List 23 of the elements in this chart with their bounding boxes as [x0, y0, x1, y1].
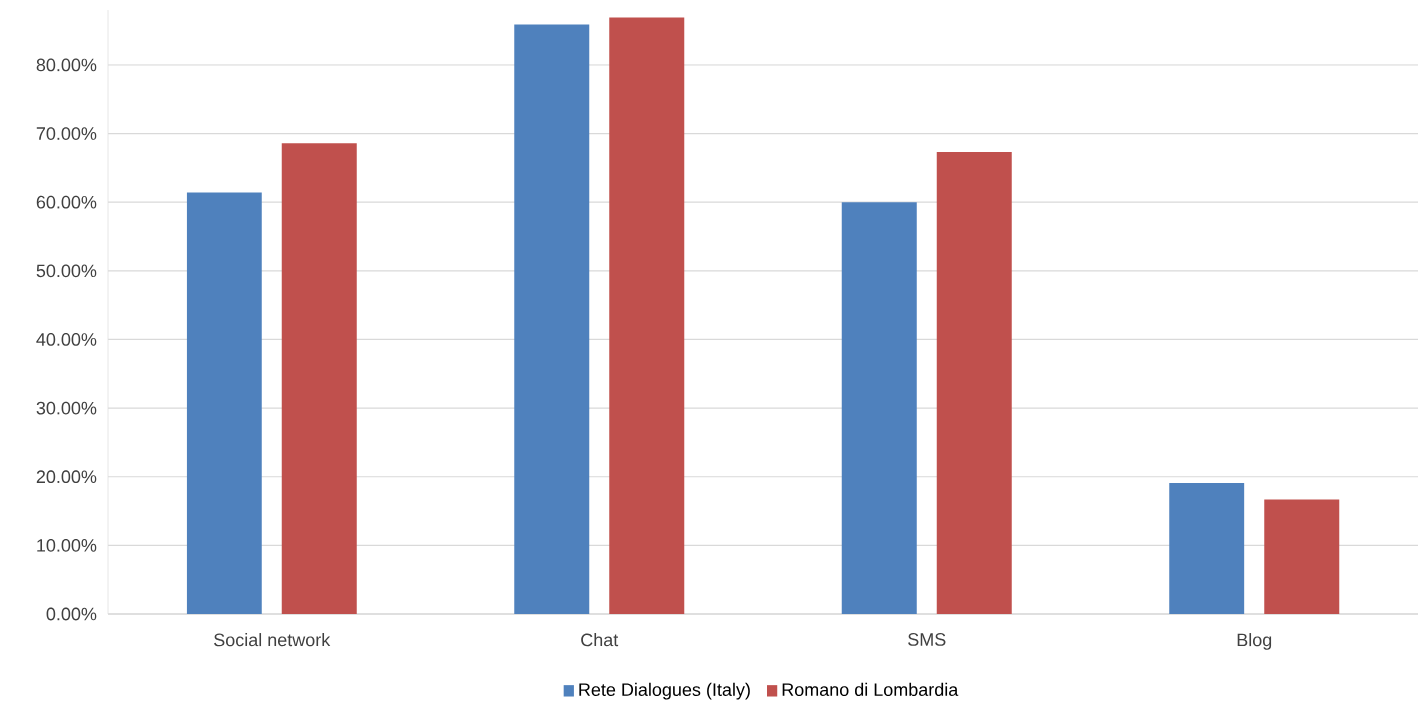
bar — [281, 143, 357, 614]
legend-label: Rete Dialogues (Italy) — [579, 682, 750, 700]
y-tick-label: 70.00% — [36, 127, 97, 140]
y-tick-label: 50.00% — [36, 264, 97, 278]
y-tick-label: 60.00% — [36, 195, 97, 209]
y-tick-label: 80.00% — [36, 58, 97, 72]
y-tick-label: 0.00% — [46, 607, 97, 621]
bar — [514, 24, 590, 614]
bar — [841, 202, 917, 614]
bar — [936, 152, 1012, 614]
x-tick-label: SMS — [908, 633, 946, 646]
bar — [609, 17, 685, 614]
bar — [1169, 482, 1245, 614]
x-tick-label: Chat — [581, 633, 619, 647]
y-tick-label: 30.00% — [36, 401, 97, 415]
legend-label: Romano di Lombardia — [782, 682, 959, 697]
y-tick-label: 40.00% — [36, 333, 97, 346]
y-tick-label: 10.00% — [37, 538, 97, 552]
x-tick-label: Blog — [1237, 633, 1272, 650]
bar — [1264, 499, 1340, 614]
y-tick-label: 20.00% — [36, 470, 97, 484]
bar — [186, 192, 262, 614]
x-tick-label: Social network — [214, 633, 331, 647]
